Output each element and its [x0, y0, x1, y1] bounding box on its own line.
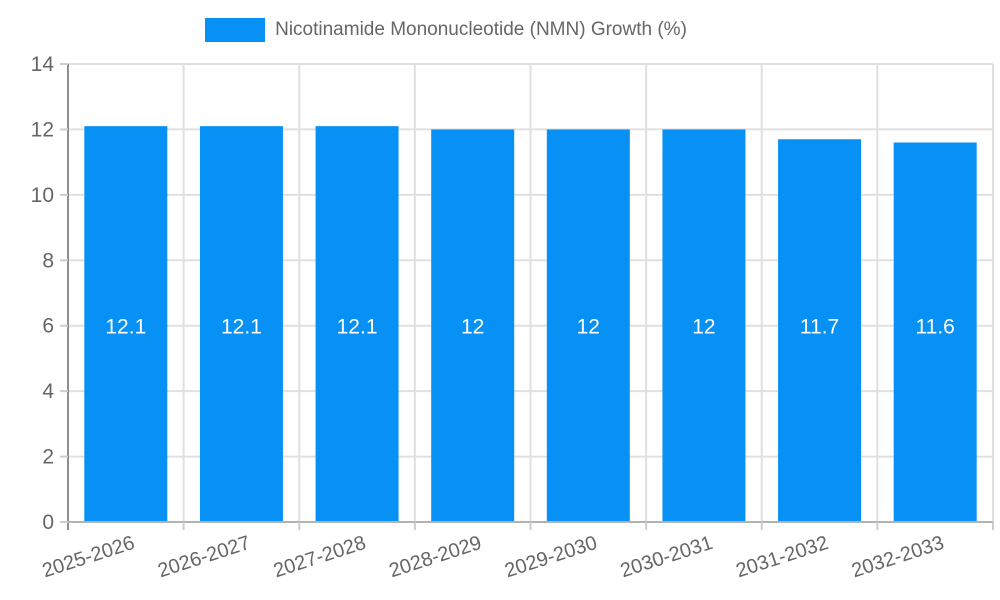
bar-value-label: 11.7: [800, 316, 839, 339]
x-tick-label: 2026-2027: [155, 532, 253, 582]
y-tick-label: 6: [42, 315, 54, 338]
y-tick-label: 8: [42, 249, 54, 272]
bar-value-label: 12.1: [337, 316, 378, 339]
bar[interactable]: [315, 126, 399, 523]
x-tick-label: 2031-2032: [733, 532, 831, 582]
chart-legend[interactable]: Nicotinamide Mononucleotide (NMN) Growth…: [0, 17, 892, 43]
bar[interactable]: [546, 129, 630, 522]
y-tick-label: 14: [31, 53, 55, 76]
bar-value-label: 12: [692, 316, 715, 339]
bar[interactable]: [662, 129, 746, 522]
bar-value-label: 12: [461, 316, 484, 339]
bar-value-label: 11.6: [916, 316, 955, 339]
legend-swatch-icon: [205, 18, 266, 42]
x-tick-label: 2032-2033: [849, 532, 947, 582]
x-tick-label: 2030-2031: [618, 532, 716, 582]
bar-value-label: 12.1: [221, 316, 262, 339]
x-tick-label: 2028-2029: [386, 532, 484, 582]
y-tick-label: 4: [42, 380, 54, 403]
y-tick-label: 2: [42, 446, 54, 469]
bar[interactable]: [199, 126, 283, 523]
y-tick-label: 12: [31, 118, 54, 141]
bar[interactable]: [84, 126, 168, 523]
x-tick-label: 2029-2030: [502, 532, 600, 582]
bar[interactable]: [431, 129, 515, 522]
y-tick-label: 0: [42, 511, 54, 534]
bar[interactable]: [778, 139, 862, 522]
bar[interactable]: [893, 142, 977, 522]
bar-value-label: 12: [577, 316, 600, 339]
y-tick-label: 10: [31, 184, 54, 207]
x-tick-label: 2027-2028: [271, 532, 369, 582]
legend-label: Nicotinamide Mononucleotide (NMN) Growth…: [275, 19, 687, 40]
bar-value-label: 12.1: [105, 316, 146, 339]
x-tick-label: 2025-2026: [40, 532, 138, 582]
